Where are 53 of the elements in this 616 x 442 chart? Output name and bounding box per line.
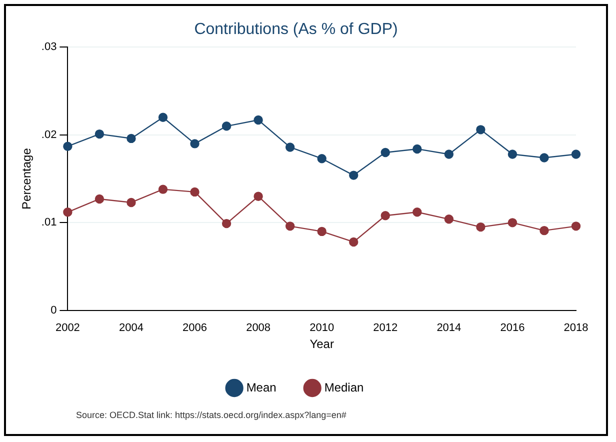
- point: [540, 153, 549, 162]
- point: [444, 150, 454, 159]
- y-tick-label: .03: [41, 41, 57, 54]
- x-tick-label: 2006: [182, 322, 208, 334]
- x-tick-label: 2018: [564, 322, 588, 334]
- point: [158, 184, 168, 194]
- point: [317, 226, 326, 236]
- point: [94, 129, 104, 139]
- point: [380, 211, 390, 220]
- x-tick-label: 2016: [500, 322, 525, 334]
- point: [126, 198, 136, 208]
- point: [158, 112, 168, 122]
- y-tick-label: .02: [41, 128, 57, 141]
- point: [571, 150, 581, 159]
- point: [349, 237, 358, 247]
- point: [94, 194, 104, 204]
- point: [190, 139, 200, 148]
- point: [222, 218, 232, 228]
- x-tick-label: 2008: [246, 322, 271, 334]
- point: [444, 214, 454, 224]
- point: [63, 208, 72, 217]
- point: [349, 170, 358, 180]
- point: [285, 222, 295, 231]
- point: [254, 115, 263, 125]
- point: [571, 222, 581, 231]
- y-tick-label: .01: [41, 216, 57, 229]
- point: [476, 125, 486, 134]
- point: [412, 208, 422, 217]
- point: [254, 192, 263, 201]
- point: [190, 187, 200, 197]
- point: [285, 142, 295, 152]
- point: [508, 150, 518, 159]
- point: [317, 154, 326, 164]
- chart-title: Contributions (As % of GDP): [194, 21, 398, 38]
- x-tick-label: 2004: [118, 322, 144, 334]
- y-tick-label: 0: [50, 304, 57, 316]
- x-tick-label: 2014: [436, 322, 462, 334]
- legend-label: Median: [324, 380, 364, 394]
- source-note: Source: OECD.Stat link: https://stats.oecd.org/index.aspx?lang=en#: [76, 410, 346, 420]
- point: [222, 122, 232, 131]
- point: [126, 134, 136, 144]
- point: [380, 148, 390, 158]
- y-axis-title: Percentage: [20, 148, 34, 210]
- point: [63, 142, 72, 151]
- point: [508, 218, 518, 228]
- point: [476, 222, 486, 232]
- legend-label: Mean: [246, 380, 276, 394]
- x-tick-label: 2002: [55, 322, 80, 334]
- point: [412, 144, 422, 154]
- point: [540, 226, 549, 236]
- x-tick-label: 2010: [310, 322, 334, 334]
- x-axis-title: Year: [310, 337, 334, 352]
- x-tick-label: 2012: [373, 322, 398, 334]
